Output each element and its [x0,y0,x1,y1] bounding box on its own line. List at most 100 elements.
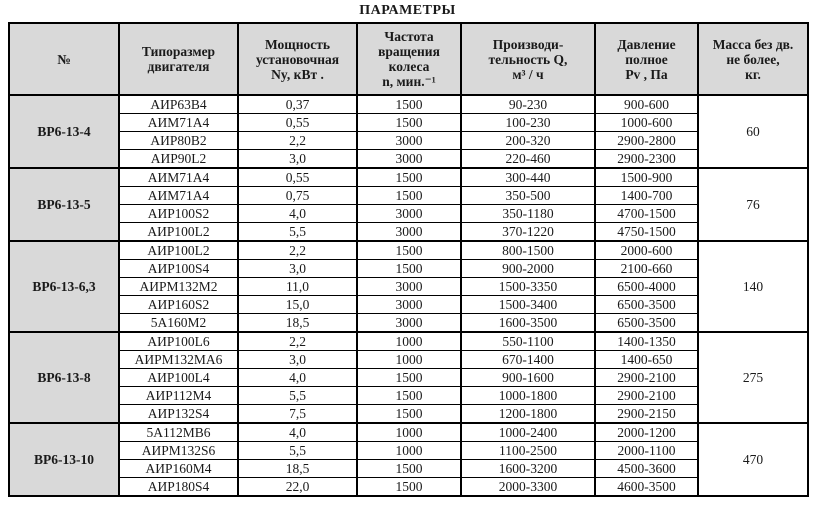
pressure-cell: 1400-1350 [594,331,699,351]
table-row: АИРМ132МА6 3,0 1000 670-1400 1400-650 [9,350,808,369]
motor-cell: 5А112МВ6 [118,422,239,442]
motor-cell: АИР100L4 [118,368,239,387]
speed-cell: 1000 [356,441,462,460]
table-row: АИР112М4 5,5 1500 1000-1800 2900-2100 [9,386,808,405]
table-row: ВР6-13-6,3 АИР100L2 2,2 1500 800-1500 20… [8,240,809,333]
model-cell: ВР6-13-8 [8,331,120,424]
col-header-power: Мощность установочная Ny, кВт . [237,22,358,96]
pressure-cell: 2900-2100 [594,386,699,405]
power-cell: 0,55 [237,113,358,132]
power-cell: 4,0 [237,368,358,387]
pressure-cell: 2000-1200 [594,422,699,442]
flow-cell: 350-1180 [460,204,596,223]
motor-cell: АИР100L2 [118,240,239,260]
motor-cell: АИРМ132МА6 [118,350,239,369]
flow-cell: 1000-2400 [460,422,596,442]
pressure-cell: 4600-3500 [594,477,699,497]
page-title: ПАРАМЕТРЫ [359,3,456,18]
speed-cell: 1500 [356,404,462,424]
table-row: ВР6-13-10 5А112МВ6 4,0 1000 1000-2400 20… [8,422,809,497]
pressure-cell: 4700-1500 [594,204,699,223]
table-row: АИР80В2 2,2 3000 200-320 2900-2800 [9,131,808,150]
power-cell: 0,37 [237,94,358,114]
flow-cell: 300-440 [460,167,596,187]
speed-cell: 3000 [356,222,462,242]
motor-cell: АИМ71А4 [118,113,239,132]
motor-cell: АИР160S2 [118,295,239,314]
speed-cell: 3000 [356,295,462,314]
speed-cell: 1500 [356,113,462,132]
flow-cell: 100-230 [460,113,596,132]
col-header-rotation-speed: Частота вращения колеса n, мин.⁻¹ [356,22,462,96]
power-cell: 2,2 [237,331,358,351]
pressure-cell: 2000-600 [594,240,699,260]
table-row: АИР180S4 22,0 1500 2000-3300 4600-3500 [9,477,808,497]
model-cell: ВР6-13-4 [8,94,120,169]
motor-cell: АИР132S4 [118,404,239,424]
power-cell: 2,2 [237,240,358,260]
pressure-cell: 1000-600 [594,113,699,132]
model-cell: ВР6-13-10 [8,422,120,497]
speed-cell: 1500 [356,167,462,187]
motor-cell: АИРМ132М2 [118,277,239,296]
speed-cell: 1500 [356,386,462,405]
power-cell: 22,0 [237,477,358,497]
power-cell: 2,2 [237,131,358,150]
flow-cell: 1500-3400 [460,295,596,314]
motor-cell: АИР63В4 [118,94,239,114]
flow-cell: 350-500 [460,186,596,205]
speed-cell: 1000 [356,350,462,369]
motor-cell: АИМ71А4 [118,167,239,187]
table-row: АИРМ132М2 11,0 3000 1500-3350 6500-4000 [9,277,808,296]
power-cell: 5,5 [237,441,358,460]
pressure-cell: 6500-3500 [594,313,699,333]
table-row: АИР160S2 15,0 3000 1500-3400 6500-3500 [9,295,808,314]
speed-cell: 1500 [356,477,462,497]
table-row: АИР100L4 4,0 1500 900-1600 2900-2100 [9,368,808,387]
motor-cell: АИР100S2 [118,204,239,223]
flow-cell: 2000-3300 [460,477,596,497]
flow-cell: 200-320 [460,131,596,150]
flow-cell: 900-1600 [460,368,596,387]
table-row: АИР100S2 4,0 3000 350-1180 4700-1500 [9,204,808,223]
mass-cell: 140 [697,240,809,333]
table-row: АИМ71А4 0,75 1500 350-500 1400-700 [9,186,808,205]
flow-cell: 220-460 [460,149,596,169]
motor-cell: АИР100L6 [118,331,239,351]
motor-cell: АИР112М4 [118,386,239,405]
pressure-cell: 2900-2150 [594,404,699,424]
table-row: АИР100S4 3,0 1500 900-2000 2100-660 [9,259,808,278]
table-row: АИРМ132S6 5,5 1000 1100-2500 2000-1100 [9,441,808,460]
power-cell: 11,0 [237,277,358,296]
power-cell: 15,0 [237,295,358,314]
table-row: АИР160М4 18,5 1500 1600-3200 4500-3600 [9,459,808,478]
mass-cell: 275 [697,331,809,424]
flow-cell: 800-1500 [460,240,596,260]
flow-cell: 900-2000 [460,259,596,278]
power-cell: 7,5 [237,404,358,424]
col-header-capacity: Производи- тельность Q, м³ / ч [460,22,596,96]
flow-cell: 1600-3500 [460,313,596,333]
flow-cell: 670-1400 [460,350,596,369]
power-cell: 3,0 [237,350,358,369]
pressure-cell: 1400-700 [594,186,699,205]
table-row: ВР6-13-4 АИР63В4 0,37 1500 90-230 900-60… [8,94,809,169]
flow-cell: 1100-2500 [460,441,596,460]
power-cell: 3,0 [237,259,358,278]
mass-cell: 76 [697,167,809,242]
speed-cell: 1500 [356,186,462,205]
motor-cell: 5А160М2 [118,313,239,333]
pressure-cell: 1400-650 [594,350,699,369]
speed-cell: 1000 [356,422,462,442]
col-header-number: № [8,22,120,96]
model-cell: ВР6-13-6,3 [8,240,120,333]
power-cell: 0,75 [237,186,358,205]
col-header-mass: Масса без дв. не более, кг. [697,22,809,96]
speed-cell: 1000 [356,331,462,351]
flow-cell: 90-230 [460,94,596,114]
pressure-cell: 2900-2800 [594,131,699,150]
table-row: АИР132S4 7,5 1500 1200-1800 2900-2150 [9,404,808,424]
motor-cell: АИР100L2 [118,222,239,242]
flow-cell: 1500-3350 [460,277,596,296]
